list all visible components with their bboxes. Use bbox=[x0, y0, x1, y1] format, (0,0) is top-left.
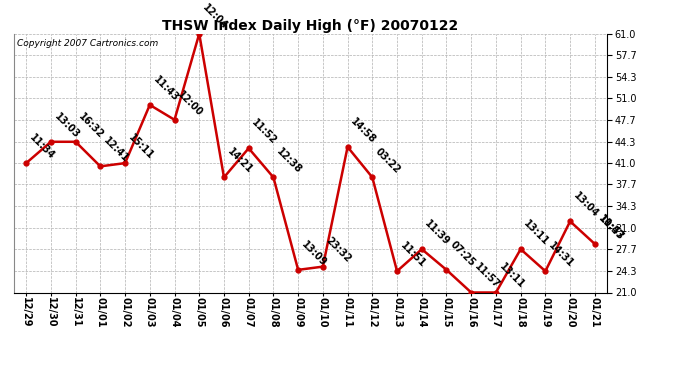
Text: 13:04: 13:04 bbox=[571, 190, 600, 219]
Text: 11:34: 11:34 bbox=[28, 132, 57, 161]
Text: 12:00: 12:00 bbox=[176, 89, 205, 118]
Text: 12:38: 12:38 bbox=[275, 146, 304, 176]
Text: 10:43: 10:43 bbox=[596, 213, 625, 242]
Title: THSW Index Daily High (°F) 20070122: THSW Index Daily High (°F) 20070122 bbox=[162, 19, 459, 33]
Text: 15:11: 15:11 bbox=[126, 132, 155, 161]
Text: 13:09: 13:09 bbox=[299, 239, 328, 268]
Text: 14:31: 14:31 bbox=[546, 240, 575, 269]
Text: 11:39: 11:39 bbox=[423, 218, 452, 247]
Text: 11:52: 11:52 bbox=[250, 117, 279, 146]
Text: 11:57: 11:57 bbox=[473, 262, 502, 291]
Text: 13:11: 13:11 bbox=[497, 262, 526, 291]
Text: 11:43: 11:43 bbox=[151, 74, 180, 103]
Text: 12:04: 12:04 bbox=[201, 3, 230, 32]
Text: 03:22: 03:22 bbox=[373, 146, 402, 176]
Text: Copyright 2007 Cartronics.com: Copyright 2007 Cartronics.com bbox=[17, 39, 158, 48]
Text: 11:57: 11:57 bbox=[596, 213, 625, 242]
Text: 14:58: 14:58 bbox=[349, 116, 378, 145]
Text: 16:32: 16:32 bbox=[77, 111, 106, 140]
Text: 07:25: 07:25 bbox=[448, 239, 477, 268]
Text: 12:41: 12:41 bbox=[101, 135, 130, 164]
Text: 14:21: 14:21 bbox=[225, 146, 254, 176]
Text: 13:03: 13:03 bbox=[52, 111, 81, 140]
Text: 13:11: 13:11 bbox=[522, 218, 551, 247]
Text: 11:51: 11:51 bbox=[398, 240, 427, 269]
Text: 23:32: 23:32 bbox=[324, 236, 353, 265]
